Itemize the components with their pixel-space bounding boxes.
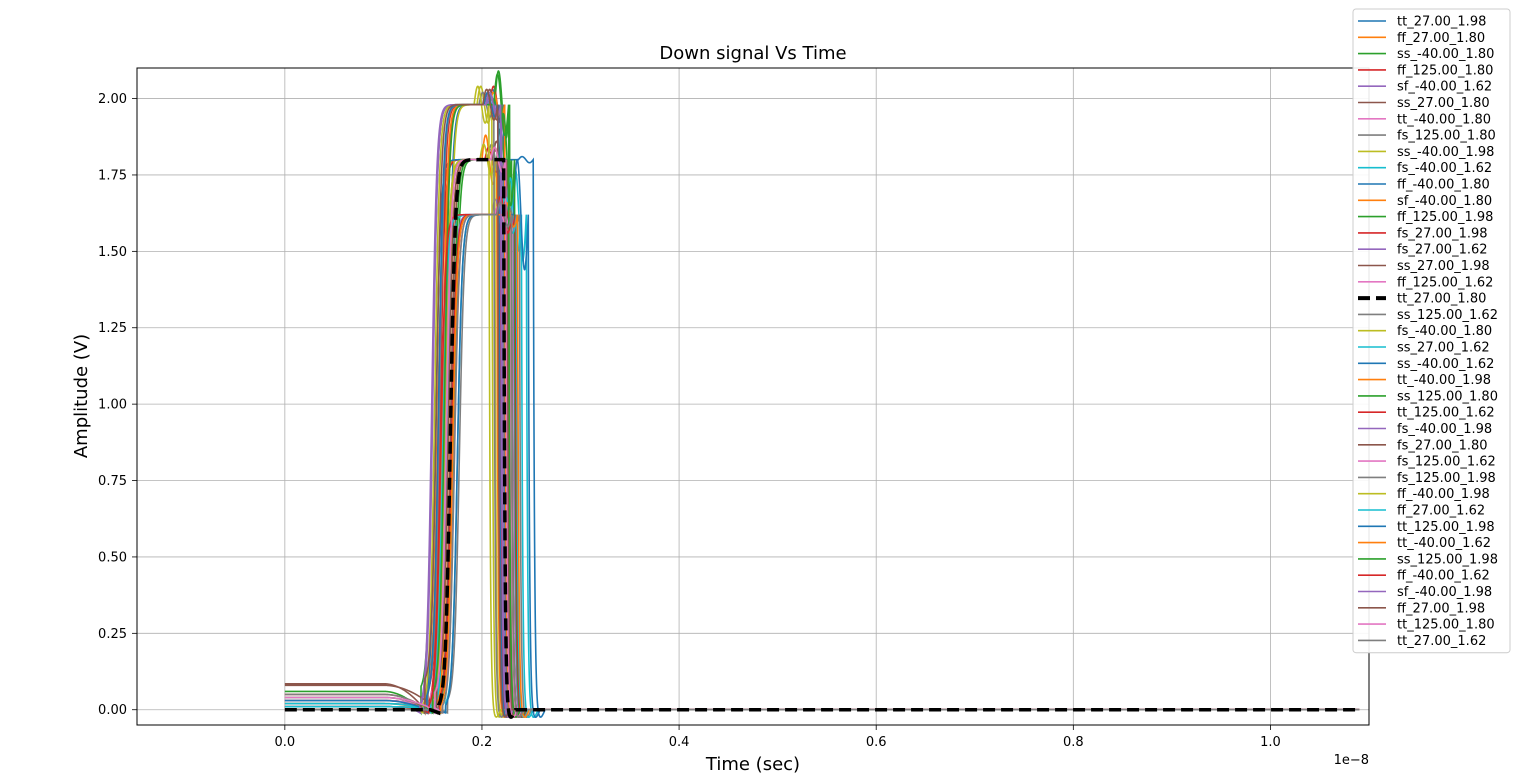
legend-label: fs_-40.00_1.62: [1397, 161, 1492, 176]
legend-label: ff_125.00_1.80: [1397, 63, 1493, 78]
legend-label: tt_-40.00_1.98: [1397, 373, 1491, 388]
x-tick-label: 0.6: [866, 735, 887, 750]
legend-label: tt_125.00_1.62: [1397, 406, 1495, 421]
legend-label: sf_-40.00_1.62: [1397, 80, 1492, 95]
x-tick-label: 0.4: [669, 735, 690, 750]
legend-label: fs_-40.00_1.98: [1397, 422, 1492, 437]
grid: [137, 68, 1369, 725]
legend-label: ff_125.00_1.98: [1397, 210, 1493, 225]
y-tick-label: 1.25: [98, 321, 127, 336]
legend-label: fs_125.00_1.98: [1397, 471, 1496, 486]
legend-label: sf_-40.00_1.80: [1397, 194, 1492, 209]
y-tick-label: 0.00: [98, 703, 127, 718]
y-tick-label: 1.00: [98, 398, 127, 413]
legend-label: ss_27.00_1.62: [1397, 341, 1490, 356]
legend-label: tt_27.00_1.80: [1397, 292, 1486, 307]
legend-label: fs_27.00_1.62: [1397, 243, 1488, 258]
series-line: [284, 157, 1360, 719]
legend-label: ss_-40.00_1.98: [1397, 145, 1494, 160]
y-tick-label: 1.75: [98, 168, 127, 183]
x-offset-label: 1e−8: [1334, 753, 1369, 768]
x-tick-label: 0.0: [274, 735, 295, 750]
legend-label: tt_125.00_1.98: [1397, 520, 1495, 535]
legend-label: fs_27.00_1.80: [1397, 438, 1488, 453]
legend-label: ff_27.00_1.98: [1397, 601, 1485, 616]
x-axis-label: Time (sec): [705, 754, 800, 774]
legend-label: ff_125.00_1.62: [1397, 275, 1493, 290]
legend-label: tt_125.00_1.80: [1397, 618, 1495, 633]
legend-label: fs_125.00_1.80: [1397, 129, 1496, 144]
y-tick-label: 0.50: [98, 550, 127, 565]
legend-label: ss_-40.00_1.80: [1397, 47, 1494, 62]
x-tick-label: 1.0: [1260, 735, 1281, 750]
legend-label: ff_-40.00_1.62: [1397, 569, 1490, 584]
y-tick-label: 1.50: [98, 245, 127, 260]
legend-label: ff_-40.00_1.98: [1397, 487, 1490, 502]
y-axis-label: Amplitude (V): [71, 334, 92, 458]
legend-label: fs_27.00_1.98: [1397, 226, 1488, 241]
legend-label: tt_-40.00_1.80: [1397, 112, 1491, 127]
x-axis: 0.0 0.2 0.4 0.6 0.8 1.0: [274, 725, 1281, 750]
legend-label: tt_27.00_1.98: [1397, 15, 1486, 30]
legend-label: ff_27.00_1.80: [1397, 31, 1485, 46]
legend-label: ss_27.00_1.98: [1397, 259, 1490, 274]
series-layer: [284, 70, 1360, 719]
legend-box: [1352, 8, 1511, 654]
y-tick-label: 0.25: [98, 627, 127, 642]
legend-label: ss_125.00_1.98: [1397, 552, 1498, 567]
y-tick-label: 0.75: [98, 474, 127, 489]
legend: tt_27.00_1.98ff_27.00_1.80ss_-40.00_1.80…: [1352, 8, 1511, 654]
legend-label: ss_125.00_1.62: [1397, 308, 1498, 323]
chart-title: Down signal Vs Time: [659, 43, 846, 64]
legend-label: fs_-40.00_1.80: [1397, 324, 1492, 339]
legend-label: fs_125.00_1.62: [1397, 455, 1496, 470]
legend-label: ff_27.00_1.62: [1397, 504, 1485, 519]
legend-label: ss_-40.00_1.62: [1397, 357, 1494, 372]
legend-label: tt_27.00_1.62: [1397, 634, 1486, 649]
y-tick-label: 2.00: [98, 92, 127, 107]
legend-label: tt_-40.00_1.62: [1397, 536, 1491, 551]
legend-label: ss_27.00_1.80: [1397, 96, 1490, 111]
legend-label: ss_125.00_1.80: [1397, 389, 1498, 404]
y-axis: 0.00 0.25 0.50 0.75 1.00 1.25 1.50 1.75 2.00: [98, 92, 137, 718]
x-tick-label: 0.2: [472, 735, 493, 750]
x-tick-label: 0.8: [1063, 735, 1084, 750]
legend-label: sf_-40.00_1.98: [1397, 585, 1492, 600]
legend-label: ff_-40.00_1.80: [1397, 178, 1490, 193]
